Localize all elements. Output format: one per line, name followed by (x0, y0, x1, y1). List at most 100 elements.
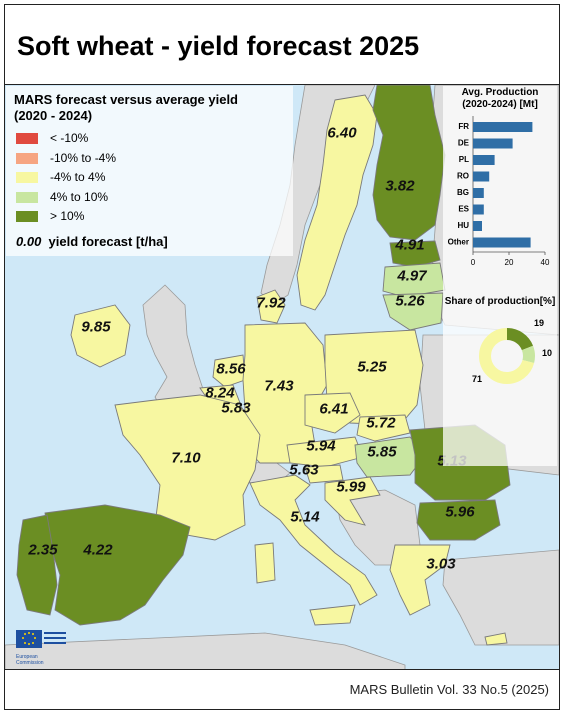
ireland-region (70, 304, 131, 368)
yield-label-finland-south: 3.82 (385, 177, 415, 195)
legend-label: > 10% (50, 209, 85, 223)
production-x-tick-label: 20 (505, 258, 514, 267)
legend-title: MARS forecast versus average yield (2020… (14, 92, 294, 124)
share-slice-label: 10 (542, 348, 552, 358)
legend-swatch (16, 133, 38, 144)
turkey-shape (442, 549, 559, 646)
title-bar: Soft wheat - yield forecast 2025 (5, 5, 559, 85)
legend-label: -4% to 4% (50, 170, 106, 184)
production-category-label: PL (459, 155, 469, 164)
production-category-label: BG (457, 188, 469, 197)
production-category-label: ES (458, 205, 469, 214)
production-chart-title: Avg. Production (2020-2024) [Mt] (443, 87, 557, 111)
yield-label-netherlands: 8.56 (216, 360, 246, 378)
european-commission-logo: European Commission (12, 628, 72, 672)
yield-label-spain: 4.22 (83, 541, 113, 559)
legend-title-line1: MARS forecast versus average yield (14, 92, 238, 107)
netherlands-region (212, 354, 246, 388)
bulgaria-region (416, 499, 501, 541)
yield-label-czechia: 6.41 (319, 400, 349, 418)
yield-label-austria: 5.94 (306, 437, 336, 455)
yield-label-bulgaria: 5.96 (445, 503, 475, 521)
legend-note-text: yield forecast [t/ha] (48, 234, 168, 249)
slovakia-region (356, 414, 411, 442)
italy-region (249, 474, 378, 606)
yield-label-hungary: 5.85 (367, 443, 397, 461)
yield-label-estonia: 4.91 (395, 236, 425, 254)
sicily-region (309, 604, 356, 626)
yield-label-lithuania: 5.26 (395, 292, 425, 310)
legend-title-line2: (2020 - 2024) (14, 108, 93, 123)
production-bar (473, 138, 513, 149)
legend-swatch (16, 211, 38, 222)
czechia-region (304, 392, 361, 434)
sardinia-region (254, 542, 276, 584)
france-region (114, 394, 261, 541)
portugal-region (16, 514, 58, 616)
logo-line1: European (16, 654, 38, 660)
yield-label-ireland: 9.85 (81, 318, 111, 336)
logo-line2: Commission (16, 660, 44, 666)
yield-label-latvia: 4.97 (397, 267, 427, 285)
eu-countries (16, 85, 511, 646)
eu-flag-icon: European Commission (16, 630, 66, 666)
footer-citation: MARS Bulletin Vol. 33 No.5 (2025) (349, 682, 549, 697)
yield-label-poland: 5.25 (357, 358, 387, 376)
production-category-label: Other (448, 238, 469, 247)
yield-label-slovenia: 5.63 (289, 461, 319, 479)
share-chart-title: Share of production[%] (444, 296, 556, 307)
legend-swatch (16, 191, 38, 203)
legend-note: 0.00 yield forecast [t/ha] (16, 234, 168, 249)
production-bar (473, 221, 482, 231)
production-category-label: RO (457, 172, 469, 181)
production-title-line1: Avg. Production (461, 87, 539, 98)
production-bar (473, 155, 495, 165)
share-slice-label: 19 (534, 318, 544, 328)
production-bar-chart: FR DE PL RO BG ES HU Other 0 20 40 19 10 71 (448, 116, 552, 384)
lithuania-region (382, 292, 444, 331)
yield-label-croatia: 5.99 (336, 478, 366, 496)
austria-region (286, 436, 364, 468)
croatia-region (324, 476, 381, 526)
production-bar (473, 188, 484, 198)
yield-label-finland: 6.40 (327, 124, 357, 142)
yield-label-greece: 3.03 (426, 555, 456, 573)
legend-label: -10% to -4% (50, 150, 117, 165)
cyprus-region (484, 632, 508, 646)
production-category-label: DE (458, 139, 470, 148)
spain-region (44, 504, 191, 626)
production-bar (473, 122, 533, 132)
production-panel: Avg. Production (2020-2024) [Mt] FR DE PL R… (443, 86, 557, 466)
yield-label-luxembourg: 5.83 (221, 399, 251, 417)
share-slice (479, 328, 535, 384)
production-category-label: HU (457, 221, 469, 230)
yield-label-sweden: 7.92 (256, 294, 286, 312)
hungary-region (354, 436, 426, 478)
yield-label-france: 7.10 (171, 449, 201, 467)
production-bar (473, 237, 531, 248)
legend-label: 4% to 10% (50, 189, 109, 204)
production-bar (473, 171, 490, 182)
yield-label-germany: 7.43 (264, 377, 294, 395)
production-bar (473, 204, 484, 215)
slovenia-region (304, 464, 344, 484)
legend-swatch (16, 152, 38, 164)
yield-label-italy: 5.14 (290, 508, 320, 526)
footer: MARS Bulletin Vol. 33 No.5 (2025) (5, 669, 559, 709)
legend-note-value: 0.00 (16, 234, 42, 249)
yield-label-portugal: 2.35 (28, 541, 58, 559)
legend-label: < -10% (50, 131, 89, 145)
finland-region (372, 85, 446, 241)
production-x-tick-label: 0 (471, 258, 476, 267)
greece-region (389, 544, 451, 616)
page-title: Soft wheat - yield forecast 2025 (17, 31, 420, 61)
production-title-line2: (2020-2024) [Mt] (462, 99, 538, 110)
map-legend: MARS forecast versus average yield (2020… (6, 86, 293, 256)
production-x-tick-label: 40 (541, 258, 550, 267)
share-slice (479, 328, 535, 384)
legend-swatch (16, 172, 38, 183)
share-slice-label: 71 (472, 374, 482, 384)
production-category-label: FR (458, 122, 469, 131)
sweden-region (296, 94, 378, 311)
denmark-region (256, 289, 286, 324)
